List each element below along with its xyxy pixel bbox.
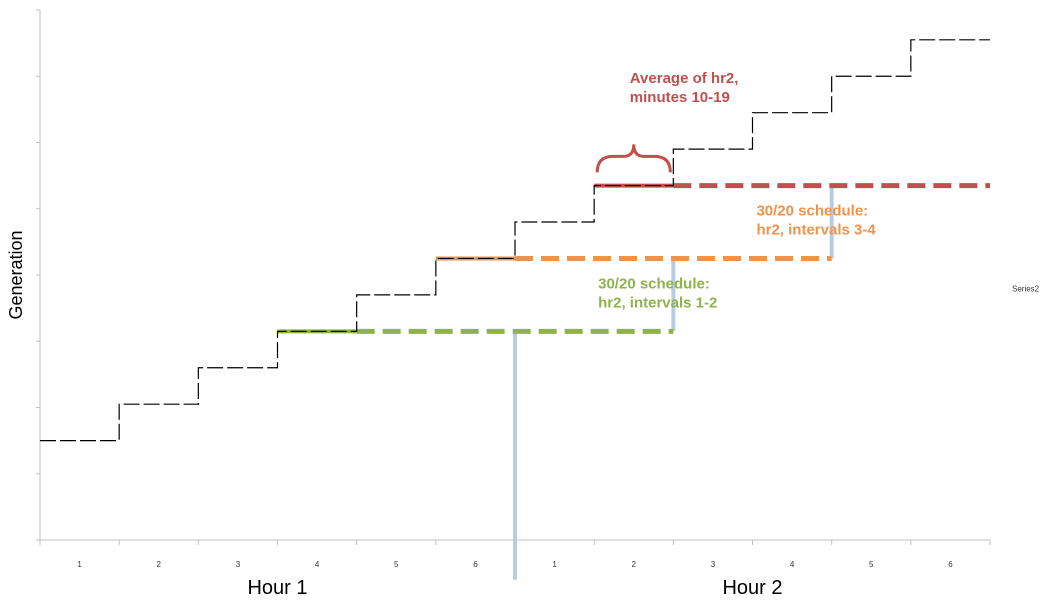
green-annotation: 30/20 schedule: [598, 275, 710, 292]
x-tick-label: 1 [552, 560, 557, 569]
hour-group-label: Hour 2 [722, 577, 782, 599]
step-line-series2 [40, 39, 990, 442]
x-tick-label: 3 [711, 560, 716, 569]
brace-icon [595, 144, 672, 173]
y-axis-label: Generation [6, 230, 26, 319]
x-tick-label: 5 [869, 560, 874, 569]
x-tick-label: 3 [236, 560, 241, 569]
x-tick-label: 6 [948, 560, 953, 569]
orange-annotation: 30/20 schedule: [756, 202, 868, 219]
x-tick-label: 6 [473, 560, 478, 569]
hour-group-label: Hour 1 [247, 577, 307, 599]
x-tick-label: 5 [394, 560, 399, 569]
x-tick-label: 1 [77, 560, 82, 569]
x-tick-label: 4 [315, 560, 320, 569]
x-tick-label: 2 [632, 560, 637, 569]
green-annotation: hr2, intervals 1-2 [598, 294, 717, 311]
x-tick-label: 2 [157, 560, 162, 569]
orange-annotation: hr2, intervals 3-4 [756, 221, 876, 238]
red-annotation: minutes 10-19 [630, 89, 730, 106]
red-annotation: Average of hr2, [630, 70, 739, 87]
legend-entry: Series2 [1012, 284, 1040, 293]
x-tick-label: 4 [790, 560, 795, 569]
